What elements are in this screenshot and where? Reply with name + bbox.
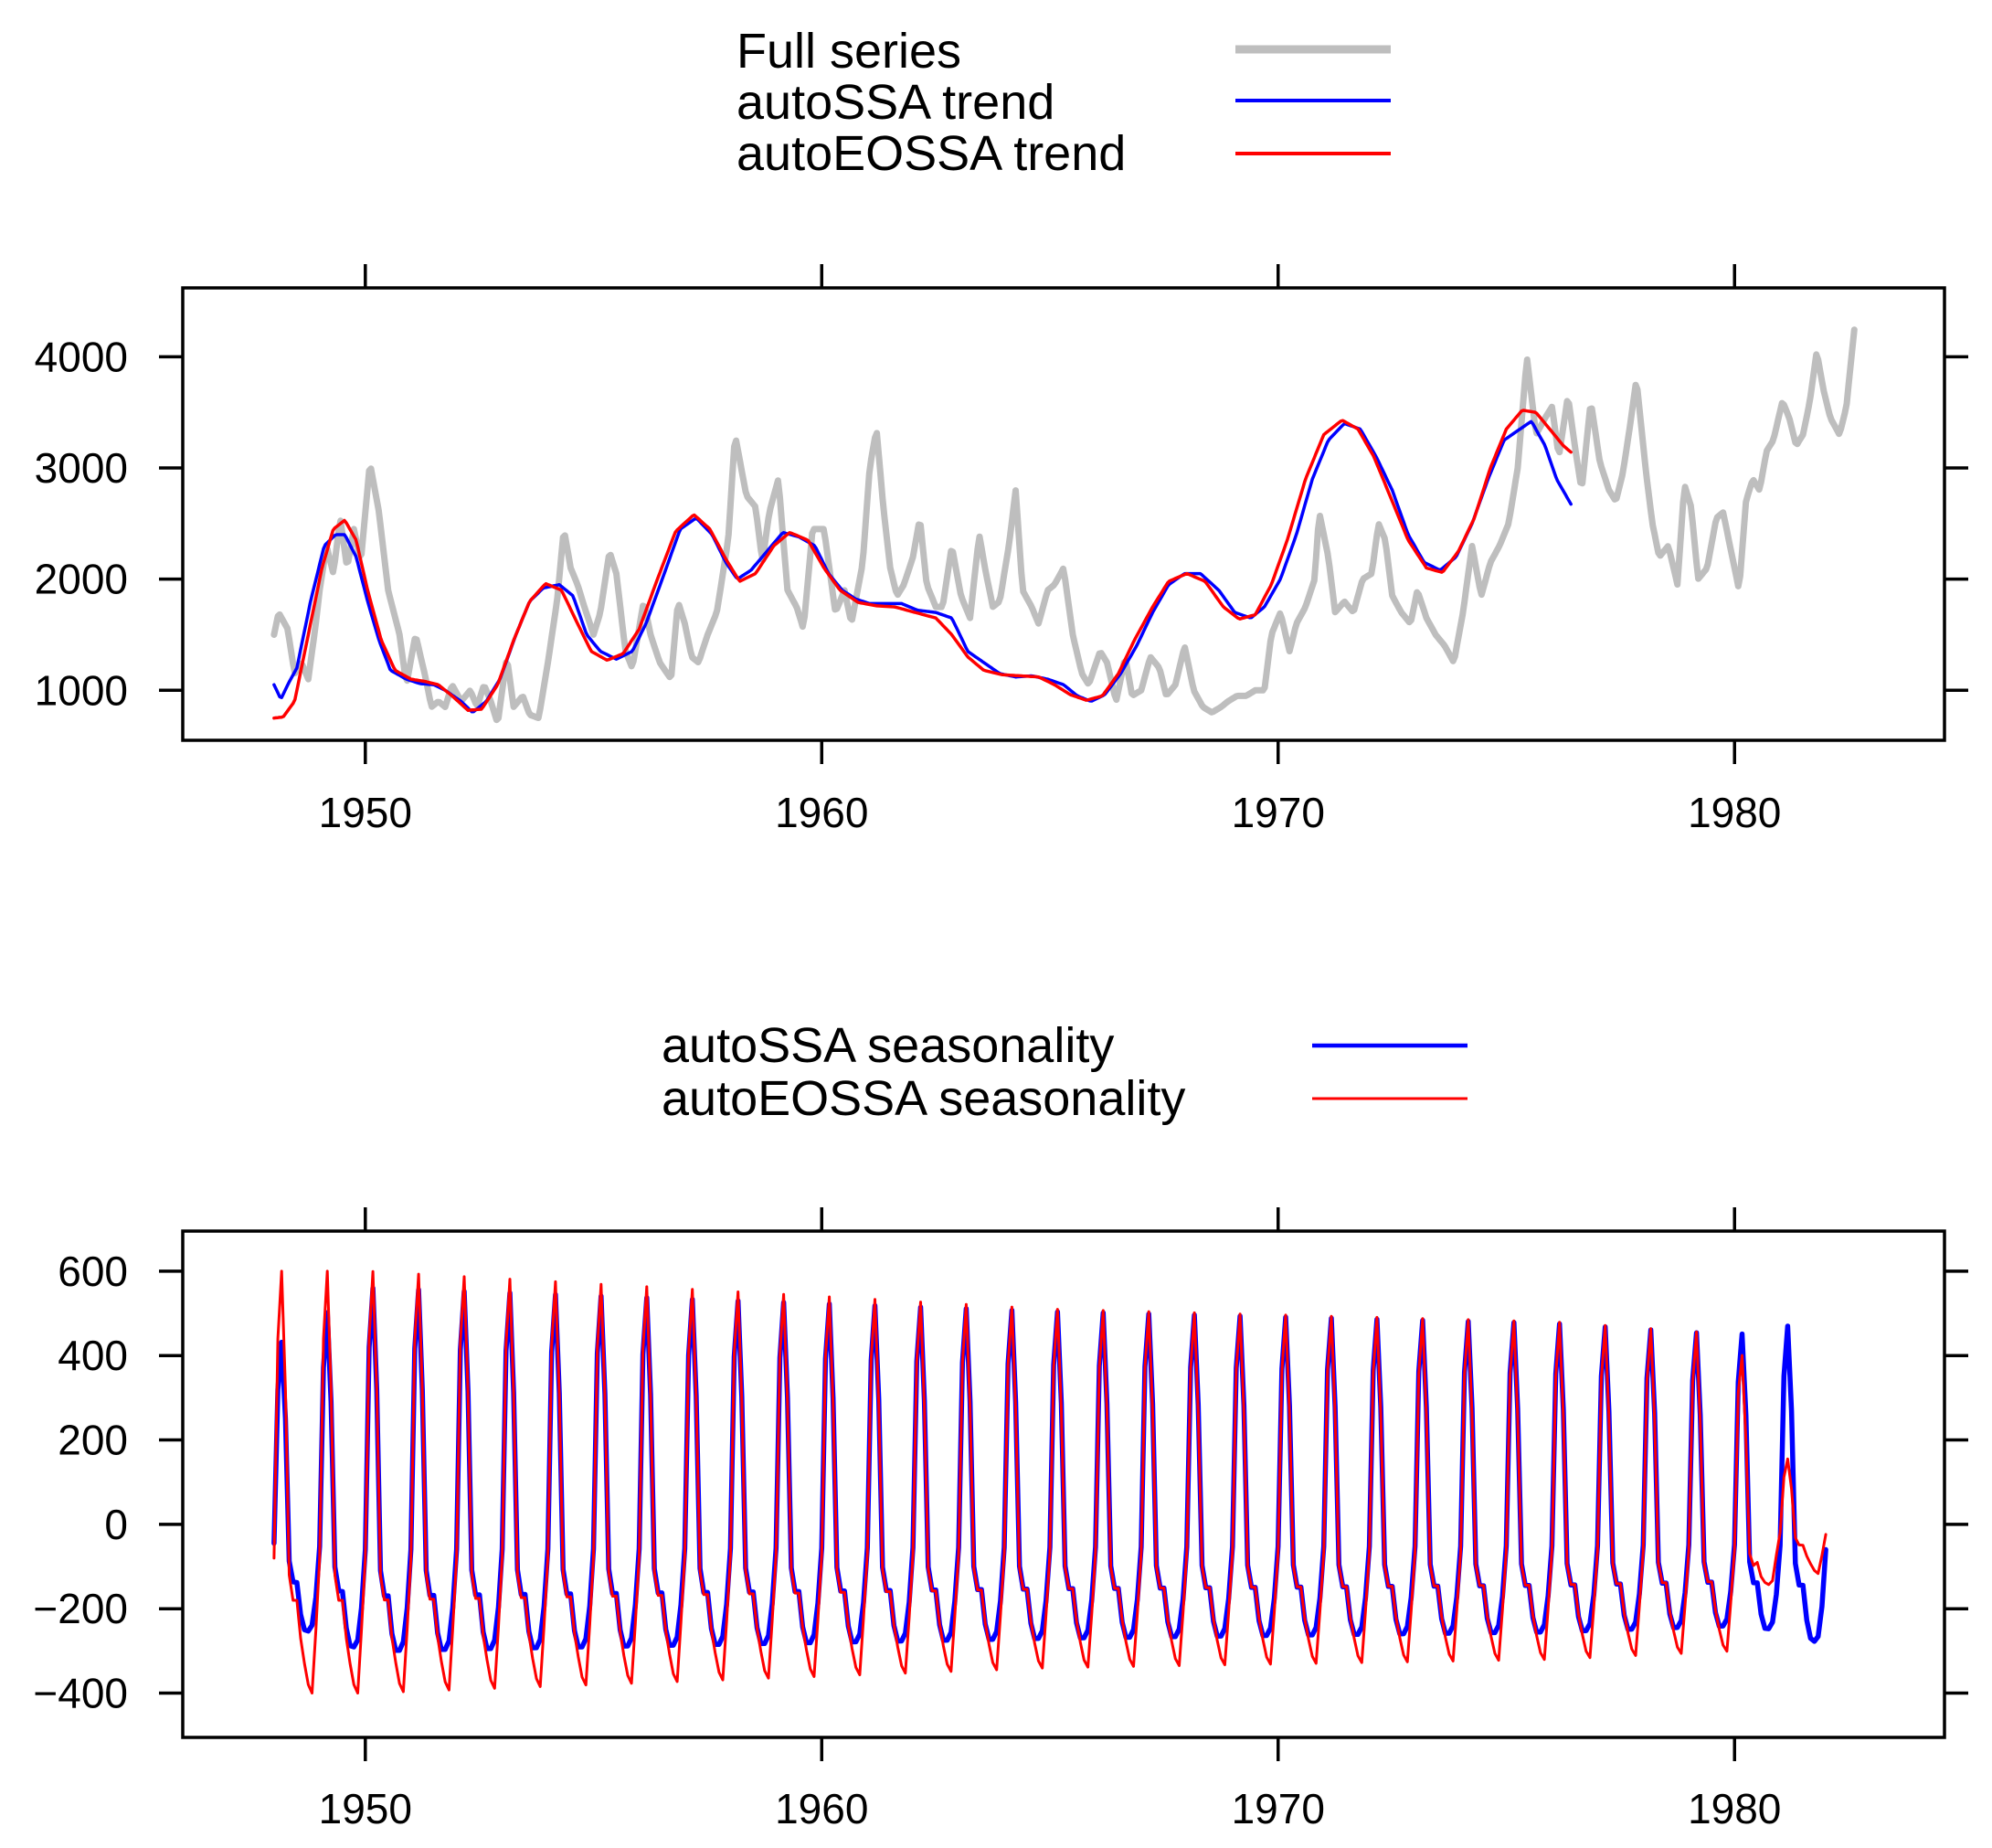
seasonality-panel: 1950 1960 1970 1980 −400 −200 0 200 400 600 [33, 1207, 1968, 1832]
seasonality-x-tick-label: 1980 [1688, 1785, 1781, 1832]
series-line-autoeossa-trend [272, 409, 1573, 720]
seasonality-legend: autoSSA seasonality autoEOSSA seasonalit… [662, 1018, 1468, 1126]
trend-series-group [270, 326, 1858, 724]
seasonality-y-tick-label: −200 [33, 1585, 128, 1632]
legend-label-autoeossa-trend: autoEOSSA trend [736, 126, 1126, 181]
legend-label-autossa-seasonality: autoSSA seasonality [662, 1018, 1114, 1073]
seasonality-y-tick-label: 200 [58, 1417, 128, 1464]
seasonality-y-tick-label: −400 [33, 1670, 128, 1717]
trend-axes: 1950 1960 1970 1980 1000 2000 3000 4000 [35, 264, 1968, 836]
trend-y-tick-label: 3000 [35, 444, 128, 492]
trend-x-tick-label: 1980 [1688, 789, 1781, 836]
seasonality-series-group [271, 1269, 1828, 1694]
trend-y-tick-label: 2000 [35, 556, 128, 603]
trend-legend: Full series autoSSA trend autoEOSSA tren… [736, 24, 1391, 181]
trend-x-tick-label: 1950 [319, 789, 412, 836]
seasonality-x-tick-label: 1960 [775, 1785, 868, 1832]
trend-y-tick-label: 4000 [35, 333, 128, 380]
legend-label-full-series: Full series [736, 24, 961, 79]
trend-plot-frame [181, 286, 1946, 742]
seasonality-y-tick-label: 600 [58, 1248, 128, 1295]
seasonality-x-tick-label: 1950 [319, 1785, 412, 1832]
seasonality-y-tick-label: 400 [58, 1332, 128, 1379]
seasonality-y-tick-label: 0 [104, 1501, 128, 1548]
seasonality-plot-frame [181, 1229, 1946, 1739]
seasonality-x-tick-label: 1970 [1232, 1785, 1325, 1832]
trend-y-tick-label: 1000 [35, 666, 128, 714]
series-line-full-series [270, 326, 1858, 724]
series-line-autoeossa-seasonality [272, 1269, 1828, 1694]
legend-label-autossa-trend: autoSSA trend [736, 75, 1054, 130]
legend-label-autoeossa-seasonality: autoEOSSA seasonality [662, 1071, 1185, 1126]
seasonality-axes: 1950 1960 1970 1980 −400 −200 0 200 400 600 [33, 1207, 1968, 1832]
trend-panel: 1950 1960 1970 1980 1000 2000 3000 4000 [35, 264, 1968, 836]
trend-x-tick-label: 1970 [1232, 789, 1325, 836]
trend-x-tick-label: 1960 [775, 789, 868, 836]
